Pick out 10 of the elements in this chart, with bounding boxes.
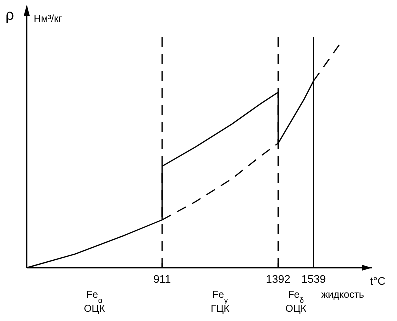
text: Fe$_{γ}$ ГЦК (211, 290, 230, 315)
x-tick-label: 1539 (302, 274, 326, 286)
text: Нм³/кг (34, 14, 63, 25)
text: Fe$_{δ}$ ОЦК (286, 290, 307, 315)
text: Fe$_{α}$ ОЦК (84, 290, 106, 315)
y-axis-title: ρ (6, 7, 14, 24)
x-tick-label: 911 (154, 274, 172, 286)
text: жидкость (321, 290, 364, 301)
x-tick-label: 1392 (266, 274, 291, 286)
x-axis-title: t°C (370, 276, 386, 288)
